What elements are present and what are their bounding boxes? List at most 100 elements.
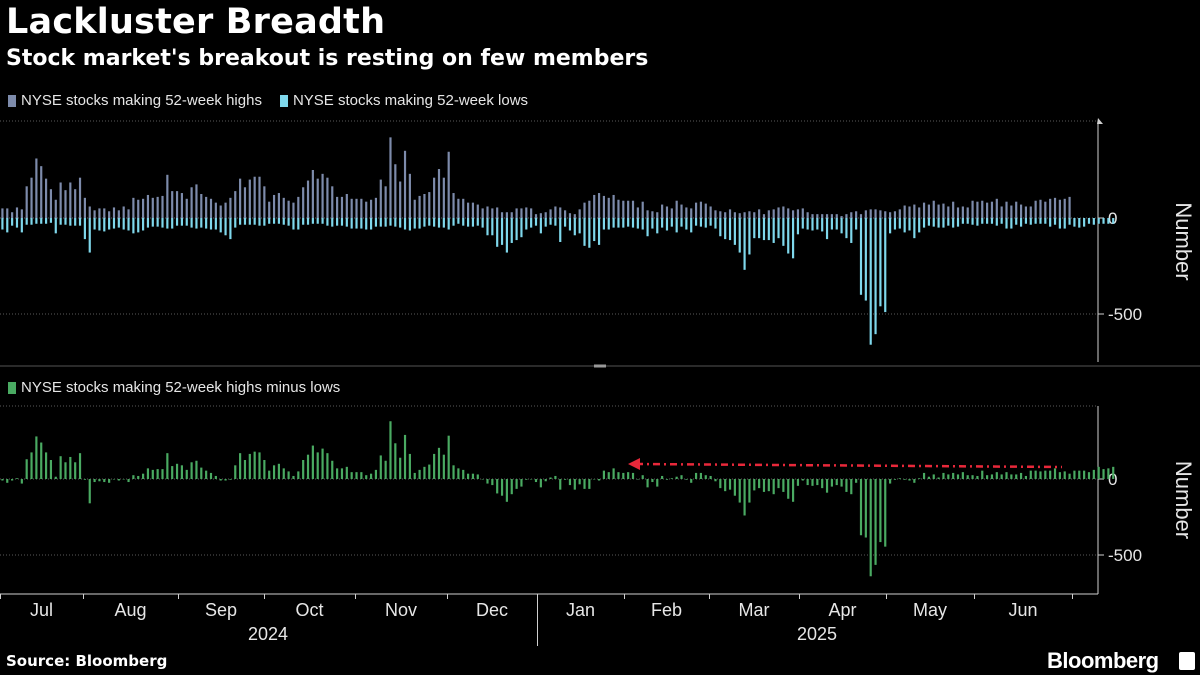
bar-highs — [467, 202, 470, 218]
bar-highs — [74, 189, 77, 218]
bar-highs — [665, 206, 669, 218]
bar-highs — [651, 211, 654, 218]
bar-highs — [942, 203, 945, 218]
bar-lows — [88, 218, 91, 253]
bar-lows — [922, 218, 926, 228]
bar-net — [1029, 470, 1032, 479]
bar-highs — [762, 214, 766, 218]
bar-net — [680, 475, 683, 479]
bar-lows — [476, 218, 479, 226]
bar-highs — [369, 199, 373, 218]
y-axis-top-cap — [1097, 118, 1103, 124]
bar-net — [850, 479, 853, 495]
bar-lows — [340, 218, 344, 226]
bar-highs — [782, 206, 785, 218]
bar-lows — [452, 218, 455, 226]
bar-net — [214, 475, 217, 479]
bar-lows — [791, 218, 795, 259]
bar-highs — [859, 214, 863, 218]
bar-highs — [78, 177, 82, 218]
bar-highs — [753, 212, 756, 218]
bar-highs — [171, 191, 174, 218]
bar-net — [835, 479, 838, 486]
bar-lows — [578, 218, 581, 234]
bar-highs — [903, 205, 906, 218]
bar-net — [209, 472, 213, 479]
bar-highs — [389, 137, 392, 218]
bar-lows — [758, 218, 761, 239]
bar-lows — [830, 218, 833, 230]
bar-highs — [539, 213, 542, 218]
bar-highs — [738, 213, 741, 218]
bar-highs — [583, 202, 586, 218]
bar-net — [389, 421, 392, 479]
bar-lows — [612, 218, 615, 228]
bar-lows — [268, 218, 271, 224]
bar-lows — [25, 218, 28, 225]
bar-highs — [791, 210, 795, 218]
bar-highs — [11, 212, 14, 218]
bar-net — [394, 443, 397, 479]
bar-lows — [903, 218, 906, 233]
bar-net — [864, 479, 867, 538]
bar-net — [961, 472, 964, 479]
bar-lows — [617, 218, 620, 228]
bar-net — [617, 472, 620, 479]
bar-highs — [806, 212, 809, 218]
bar-lows — [180, 218, 183, 226]
bar-net — [510, 479, 513, 495]
bar-highs — [719, 211, 722, 218]
bar-net — [544, 479, 547, 482]
bar-lows — [825, 218, 829, 240]
bar-net — [369, 473, 373, 479]
bar-highs — [306, 180, 310, 218]
bar-net — [554, 475, 557, 479]
bar-lows — [399, 218, 402, 228]
bar-lows — [30, 218, 33, 225]
bar-highs — [117, 210, 120, 218]
bar-highs — [835, 214, 838, 218]
bar-lows — [44, 218, 48, 224]
bar-lows — [292, 218, 295, 230]
bar-highs — [913, 204, 916, 218]
bar-net — [331, 460, 334, 479]
bar-lows — [961, 218, 964, 224]
bar-highs — [360, 198, 363, 218]
bar-lows — [651, 218, 654, 229]
bar-lows — [389, 218, 392, 226]
bar-lows — [336, 218, 339, 226]
x-tick-label-month: Sep — [205, 600, 237, 620]
bar-highs — [88, 206, 91, 218]
bar-lows — [1029, 218, 1032, 225]
legend-label-lows: NYSE stocks making 52-week lows — [292, 92, 529, 109]
bar-highs — [922, 202, 926, 218]
bar-net — [564, 479, 567, 480]
bar-highs — [122, 206, 125, 218]
bar-lows — [156, 218, 159, 227]
bar-lows — [413, 218, 416, 229]
bar-highs — [59, 182, 62, 218]
bar-highs — [447, 151, 450, 218]
bar-highs — [166, 174, 169, 218]
bar-lows — [884, 218, 887, 313]
bar-highs — [6, 208, 9, 218]
bar-highs — [442, 177, 445, 218]
bar-lows — [685, 218, 688, 230]
bar-highs — [403, 150, 407, 218]
bar-highs — [670, 208, 673, 218]
bar-net — [685, 479, 688, 480]
bar-lows — [243, 218, 247, 225]
bar-net — [462, 469, 465, 479]
bar-highs — [108, 211, 111, 218]
bar-net — [631, 472, 635, 479]
bar-net — [927, 476, 930, 479]
bar-net — [922, 472, 926, 479]
bar-highs — [525, 207, 528, 218]
bar-lows — [433, 218, 436, 227]
bar-highs — [510, 212, 513, 218]
bar-highs — [559, 207, 562, 218]
bar-lows — [908, 218, 911, 231]
bar-net — [142, 473, 145, 479]
bar-lows — [990, 218, 994, 224]
bar-lows — [510, 218, 513, 243]
